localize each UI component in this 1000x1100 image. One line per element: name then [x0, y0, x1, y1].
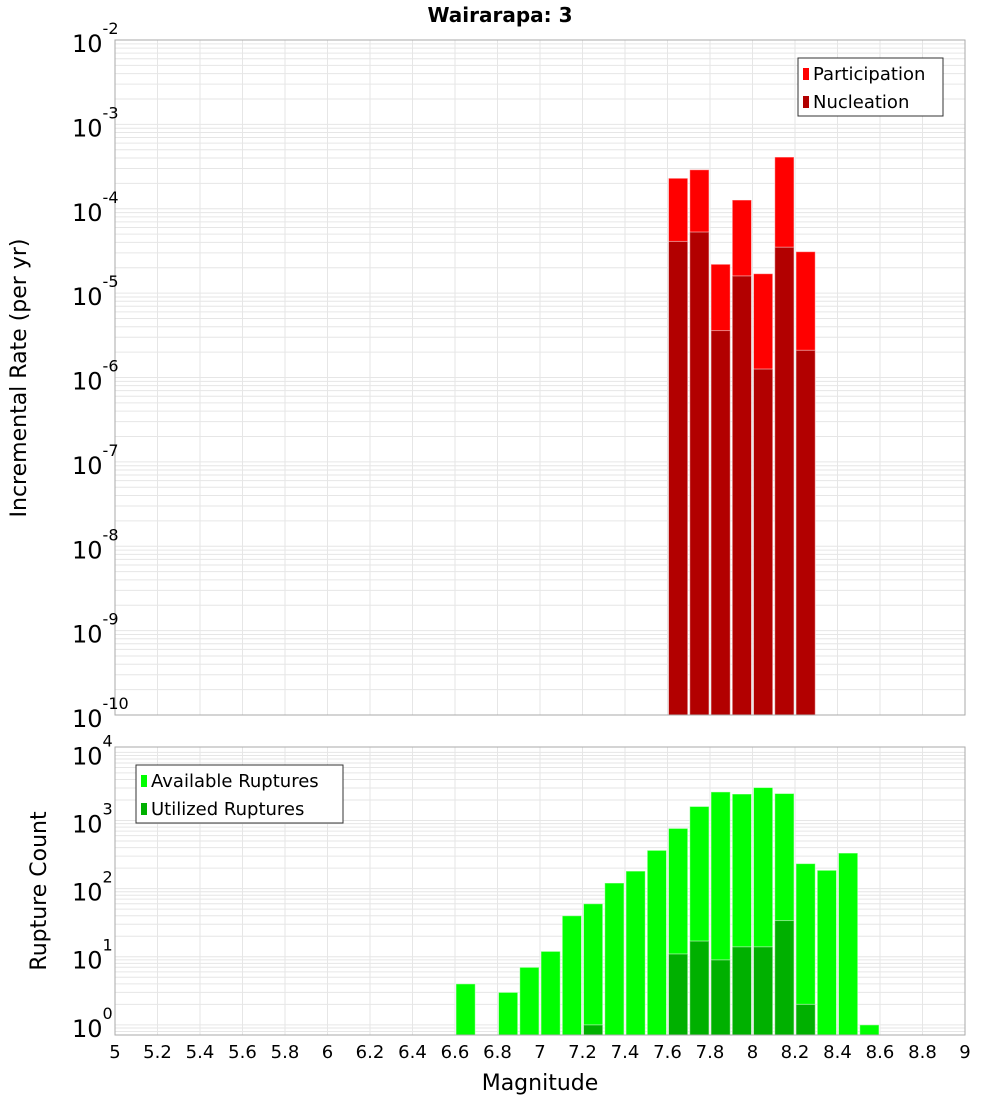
rate-legend-label: Participation — [813, 64, 925, 85]
x-tick-label: 6.8 — [483, 1042, 512, 1063]
count-y-tick-label: 104 — [72, 731, 113, 770]
rate-y-tick-label: 10-5 — [72, 272, 119, 311]
rate-bar-nucleation — [689, 231, 710, 716]
count-bar-available-ruptures — [625, 870, 646, 1036]
count-legend-label: Utilized Ruptures — [151, 799, 304, 820]
count-legend-box — [135, 764, 344, 824]
count-bar-utilized-ruptures — [774, 920, 795, 1036]
chart-title: Wairarapa: 3 — [427, 3, 572, 27]
rate-legend-swatch — [803, 68, 809, 80]
x-tick-label: 5.8 — [271, 1042, 300, 1063]
count-legend-swatch — [141, 803, 147, 815]
x-tick-label: 7.8 — [696, 1042, 725, 1063]
count-panel: 100 101 102 103 104 Available Ruptures Utilize… — [72, 731, 966, 1043]
x-tick-label: 6.2 — [356, 1042, 385, 1063]
rate-legend-swatch — [803, 96, 809, 108]
x-axis-label: Magnitude — [482, 1071, 599, 1096]
count-bar-utilized-ruptures — [710, 959, 731, 1036]
x-tick-label: 5 — [109, 1042, 120, 1063]
bottom-y-axis-label: Rupture Count — [27, 811, 52, 971]
rate-y-tick-label: 10-4 — [72, 188, 119, 227]
count-bar-utilized-ruptures — [583, 1024, 604, 1036]
count-bar-utilized-ruptures — [668, 953, 689, 1036]
count-frame — [114, 746, 966, 1036]
top-y-axis-label: Incremental Rate (per yr) — [7, 239, 32, 518]
x-tick-label: 7.4 — [611, 1042, 640, 1063]
count-bar-available-ruptures — [561, 915, 582, 1036]
rate-frame — [114, 39, 966, 716]
rate-bar-nucleation — [795, 349, 816, 716]
x-tick-label: 9 — [959, 1042, 970, 1063]
count-bar-available-ruptures — [604, 882, 625, 1036]
count-bar-available-ruptures — [519, 966, 540, 1036]
count-legend-swatch — [141, 775, 147, 787]
count-bar-utilized-ruptures — [689, 940, 710, 1036]
rate-legend-label: Nucleation — [813, 92, 909, 113]
count-bar-utilized-ruptures — [753, 946, 774, 1036]
rate-y-tick-label: 10-8 — [72, 525, 119, 564]
rate-panel: 10-10 10-9 10-8 10-7 10-6 10-5 10-4 10-3 10-2 Par… — [72, 19, 966, 733]
count-y-tick-label: 103 — [72, 800, 113, 839]
rate-bar-nucleation — [668, 240, 689, 716]
rate-y-tick-label: 10-3 — [72, 103, 119, 142]
rate-bar-nucleation — [774, 246, 795, 716]
x-tick-label: 5.2 — [143, 1042, 172, 1063]
count-legend-label: Available Ruptures — [151, 771, 319, 792]
count-y-tick-label: 101 — [72, 936, 113, 975]
rate-y-tick-label: 10-10 — [72, 694, 129, 733]
count-bar-utilized-ruptures — [731, 946, 752, 1036]
rate-legend: Participation Nucleation — [797, 57, 944, 117]
count-bar-utilized-ruptures — [795, 1003, 816, 1036]
x-tick-label: 6 — [322, 1042, 333, 1063]
rate-bar-nucleation — [753, 368, 774, 716]
x-tick-label: 5.6 — [228, 1042, 257, 1063]
rate-legend-box — [797, 57, 944, 117]
x-tick-label: 8.2 — [781, 1042, 810, 1063]
rate-y-tick-label: 10-9 — [72, 610, 119, 649]
rate-y-tick-label: 10-2 — [72, 19, 119, 58]
x-tick-label: 7.2 — [568, 1042, 597, 1063]
count-bar-available-ruptures — [583, 903, 604, 1036]
x-tick-label: 5.4 — [186, 1042, 215, 1063]
count-bar-available-ruptures — [859, 1024, 880, 1036]
rate-y-tick-label: 10-6 — [72, 357, 119, 396]
count-bar-available-ruptures — [838, 852, 859, 1036]
x-tick-label: 6.4 — [398, 1042, 427, 1063]
x-tick-label: 8.6 — [866, 1042, 895, 1063]
x-tick-label: 8 — [747, 1042, 758, 1063]
count-legend: Available Ruptures Utilized Ruptures — [135, 764, 344, 824]
count-y-tick-label: 102 — [72, 868, 113, 907]
count-bar-available-ruptures — [498, 991, 519, 1036]
count-bar-available-ruptures — [455, 983, 476, 1036]
count-bar-available-ruptures — [646, 849, 667, 1036]
x-tick-label: 8.8 — [908, 1042, 937, 1063]
rate-bar-nucleation — [710, 330, 731, 716]
count-y-tick-label: 100 — [72, 1004, 113, 1043]
count-bar-available-ruptures — [540, 950, 561, 1036]
x-tick-label: 7.6 — [653, 1042, 682, 1063]
x-tick-label: 8.4 — [823, 1042, 852, 1063]
rate-y-tick-label: 10-7 — [72, 441, 119, 480]
x-tick-label: 7 — [534, 1042, 545, 1063]
rate-bar-nucleation — [731, 275, 752, 716]
x-tick-label: 6.6 — [441, 1042, 470, 1063]
count-bar-available-ruptures — [816, 869, 837, 1036]
